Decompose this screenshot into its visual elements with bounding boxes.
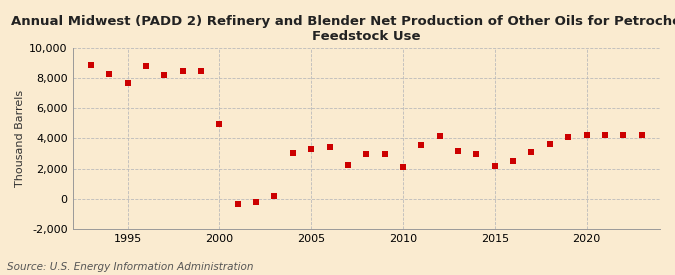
Text: Source: U.S. Energy Information Administration: Source: U.S. Energy Information Administ…: [7, 262, 253, 272]
Point: [214, 122, 225, 127]
Point: [269, 194, 280, 199]
Point: [563, 135, 574, 139]
Point: [416, 143, 427, 147]
Point: [581, 133, 592, 138]
Point: [288, 150, 298, 155]
Point: [86, 63, 97, 67]
Point: [453, 148, 464, 153]
Point: [545, 142, 556, 147]
Point: [122, 81, 133, 85]
Point: [599, 133, 610, 137]
Point: [508, 159, 518, 163]
Point: [196, 69, 207, 73]
Point: [434, 134, 445, 138]
Point: [637, 133, 647, 138]
Point: [324, 145, 335, 149]
Point: [232, 202, 243, 206]
Point: [489, 163, 500, 168]
Point: [526, 150, 537, 154]
Point: [618, 133, 628, 138]
Point: [104, 72, 115, 76]
Point: [159, 73, 169, 78]
Point: [250, 200, 261, 205]
Point: [140, 64, 151, 68]
Point: [342, 163, 353, 167]
Title: Annual Midwest (PADD 2) Refinery and Blender Net Production of Other Oils for Pe: Annual Midwest (PADD 2) Refinery and Ble…: [11, 15, 675, 43]
Point: [306, 147, 317, 151]
Point: [379, 152, 390, 156]
Y-axis label: Thousand Barrels: Thousand Barrels: [15, 90, 25, 187]
Point: [398, 165, 408, 169]
Point: [471, 151, 482, 156]
Point: [178, 69, 188, 73]
Point: [361, 152, 372, 156]
